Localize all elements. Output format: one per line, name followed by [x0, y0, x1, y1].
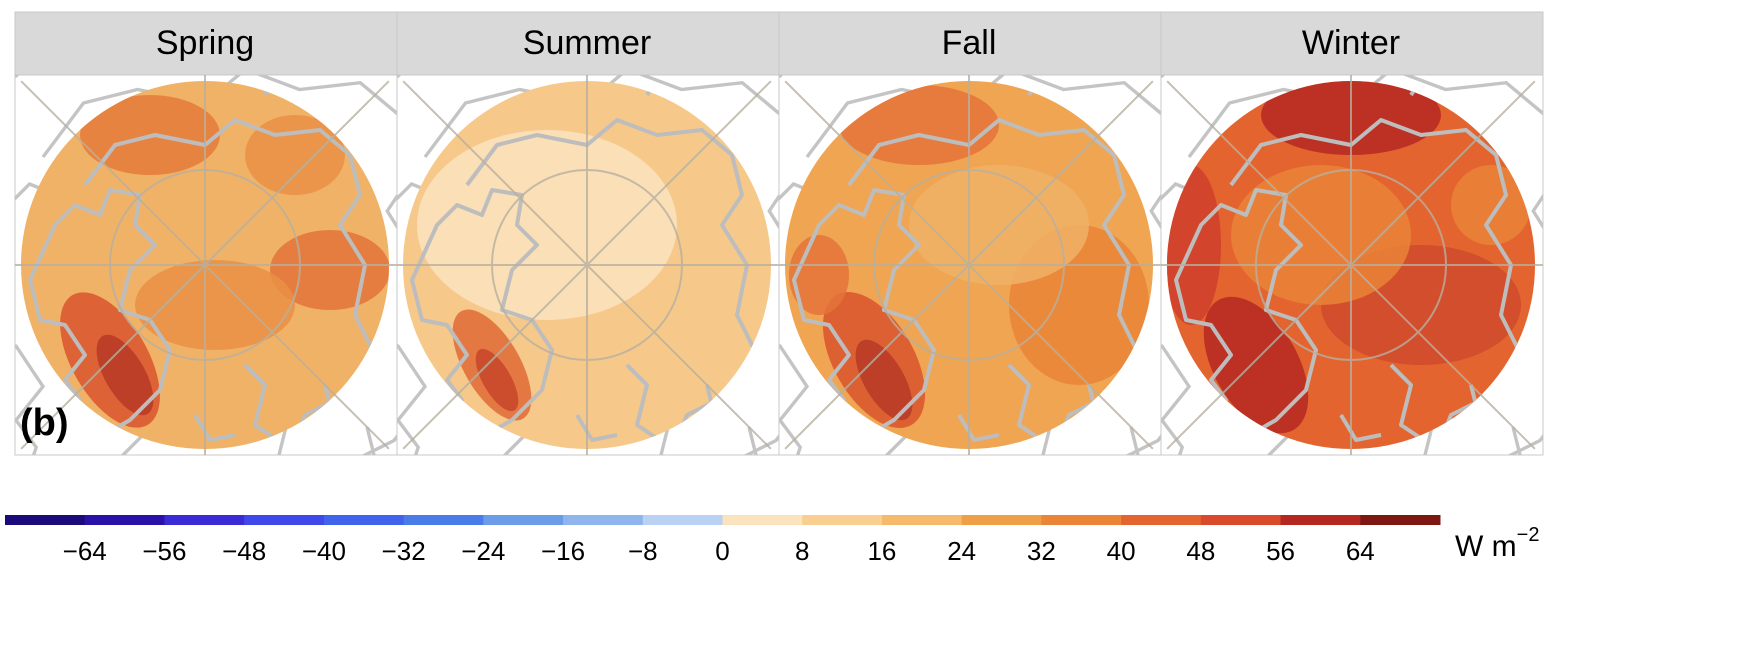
colorbar-segment: [403, 515, 484, 525]
colorbar-segment: [961, 515, 1042, 525]
graticule: [1161, 75, 1543, 455]
parallel: [491, 169, 683, 361]
map-field: [1167, 81, 1532, 449]
panel-header: [396, 11, 780, 76]
colorbar-tick-label: 24: [947, 536, 976, 566]
colorbar-segment: [881, 515, 963, 525]
colorbar-tick-label: −40: [302, 536, 346, 566]
map-panel: Summer: [396, 11, 780, 456]
map-panel: Winter: [1160, 11, 1544, 456]
graticule: [779, 75, 1161, 455]
colorbar-segment: [483, 515, 564, 525]
parallel: [1255, 169, 1447, 361]
colorbar-segment: [1360, 515, 1441, 525]
colorbar-tick-label: −16: [541, 536, 585, 566]
colorbar-tick-label: −48: [222, 536, 266, 566]
panel-title: Fall: [942, 24, 997, 62]
colorbar-segment: [563, 515, 644, 525]
field-patch: [96, 334, 154, 416]
colorbar-segment: [323, 515, 405, 525]
panel-title: Winter: [1302, 24, 1400, 62]
panel-title: Summer: [523, 24, 651, 62]
colorbar-segment: [722, 515, 803, 525]
colorbar-tick-label: −8: [628, 536, 658, 566]
unit-exponent: −2: [1517, 524, 1540, 546]
colorbar-segment: [84, 515, 165, 525]
colorbar-tick-label: 40: [1107, 536, 1136, 566]
colorbar-tick-label: −32: [382, 536, 426, 566]
map-panel: Spring: [14, 11, 398, 456]
colorbar-tick-label: 64: [1346, 536, 1375, 566]
panels: Spring Summer Fall Winter: [14, 11, 1544, 456]
meridian: [20, 80, 390, 450]
unit: W m: [1455, 530, 1517, 563]
graticule: [397, 75, 779, 455]
meridian: [1166, 80, 1536, 450]
field-patch: [855, 339, 913, 421]
colorbar-tick-label: 32: [1027, 536, 1056, 566]
field-patch: [1451, 165, 1531, 245]
colorbar-tick-label: 56: [1266, 536, 1295, 566]
parallel: [873, 169, 1065, 361]
panel-title: Spring: [156, 24, 254, 62]
colorbar-tick-label: 48: [1186, 536, 1215, 566]
panel-header: [1160, 11, 1544, 76]
colorbar-tick-label: 16: [867, 536, 896, 566]
colorbar-segment: [1041, 515, 1122, 525]
meridian: [402, 80, 772, 450]
panel-label: (b): [20, 402, 69, 444]
panel-header: [778, 11, 1162, 76]
colorbar-tick-label: 0: [715, 536, 729, 566]
graticule: [15, 75, 397, 455]
meridian: [784, 80, 1154, 450]
unit-label: W m−2: [1455, 524, 1539, 563]
colorbar-segment: [642, 515, 723, 525]
colorbar-tick-label: −64: [63, 536, 107, 566]
colorbar-segment: [164, 515, 245, 525]
colorbar-segment: [244, 515, 325, 525]
map-panel: Fall: [778, 11, 1162, 456]
field-patch: [909, 165, 1089, 285]
colorbar-tick-label: 8: [795, 536, 809, 566]
colorbar-segment: [802, 515, 883, 525]
colorbar-segment: [1121, 515, 1202, 525]
panel-header: [14, 11, 398, 76]
colorbar: −64 −56 −48 −40 −32 −24 −16 −8 0 8 16 24 32 40 48 56 64: [5, 515, 1441, 566]
colorbar-tick-label: −24: [461, 536, 505, 566]
colorbar-segment: [5, 515, 86, 525]
colorbar-segment: [1280, 515, 1361, 525]
colorbar-tick-label: −56: [142, 536, 186, 566]
colorbar-segment: [1200, 515, 1282, 525]
parallel: [109, 169, 301, 361]
field-patch: [135, 260, 295, 350]
map-field: [28, 81, 389, 449]
